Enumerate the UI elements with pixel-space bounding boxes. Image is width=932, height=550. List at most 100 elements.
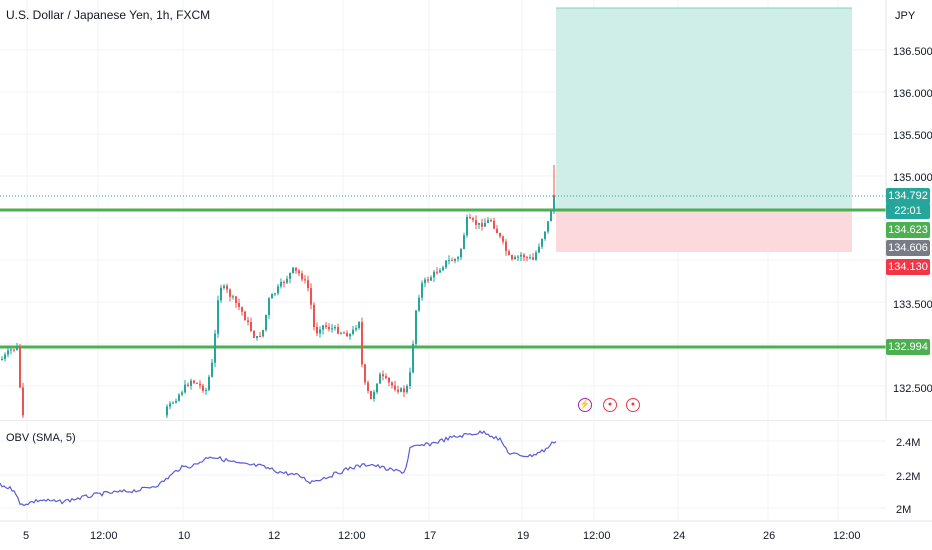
candle-body: [331, 328, 333, 330]
osc-tick: 2M: [896, 504, 911, 516]
candle-body: [349, 334, 351, 337]
stop-price-tag: 134.130: [886, 259, 930, 275]
candle-body: [295, 267, 297, 271]
candle-body: [271, 294, 273, 299]
candle-body: [277, 286, 279, 294]
candle-body: [475, 220, 477, 225]
price-tick: 135.500: [893, 130, 932, 142]
time-tick: 17: [424, 530, 436, 542]
candle-body: [259, 336, 261, 338]
candle-body: [400, 388, 402, 392]
candle-body: [454, 259, 456, 261]
dot-icon[interactable]: ●: [603, 398, 617, 412]
candle-body: [289, 272, 291, 279]
candle-body: [466, 217, 468, 236]
candlestick-series: [1, 165, 555, 418]
candle-body: [376, 383, 378, 393]
candle-body: [205, 389, 207, 391]
candle-body: [7, 350, 9, 355]
candle-body: [448, 260, 450, 262]
lightning-icon[interactable]: ⚡: [578, 398, 592, 412]
candle-body: [175, 400, 177, 403]
candle-body: [235, 296, 237, 303]
candle-body: [223, 285, 225, 288]
stop-zone[interactable]: [556, 210, 852, 252]
candle-body: [241, 307, 243, 312]
candle-body: [538, 246, 540, 253]
candle-body: [178, 394, 180, 401]
candle-body: [208, 376, 210, 390]
candle-body: [358, 321, 360, 329]
dot-icon[interactable]: ●: [626, 398, 640, 412]
candle-body: [505, 241, 507, 252]
candle-body: [511, 255, 513, 260]
candle-body: [319, 329, 321, 334]
candle-body: [190, 380, 192, 386]
candle-body: [355, 328, 357, 330]
candle-body: [481, 223, 483, 227]
target-zone[interactable]: [556, 8, 852, 210]
candle-body: [229, 289, 231, 297]
candle-body: [346, 332, 348, 337]
time-tick: 12:00: [583, 530, 611, 542]
candle-body: [301, 273, 303, 280]
price-tick: 135.000: [893, 172, 932, 184]
candle-body: [262, 329, 264, 337]
candle-body: [421, 283, 423, 298]
candle-body: [316, 326, 318, 334]
candle-body: [16, 346, 18, 350]
price-tick: 136.500: [893, 46, 932, 58]
candle-body: [406, 385, 408, 393]
candle-body: [313, 304, 315, 327]
candle-body: [247, 320, 249, 322]
obv-title: OBV (SMA, 5): [6, 432, 76, 444]
candle-body: [445, 260, 447, 268]
time-tick: 10: [178, 530, 190, 542]
mid-price-tag: 134.606: [886, 240, 930, 256]
candle-body: [412, 343, 414, 373]
support-price-tag: 132.994: [886, 339, 930, 355]
candle-body: [253, 330, 255, 338]
candle-body: [310, 288, 312, 305]
price-tick: 133.500: [893, 299, 932, 311]
last-price-tag: 134.792: [886, 188, 930, 204]
time-tick: 12: [268, 530, 280, 542]
candle-body: [535, 252, 537, 260]
candle-body: [232, 296, 234, 298]
candle-body: [292, 267, 294, 273]
candle-body: [514, 256, 516, 260]
symbol-title[interactable]: U.S. Dollar / Japanese Yen, 1h, FXCM: [6, 8, 211, 22]
candle-body: [469, 217, 471, 219]
candle-body: [424, 279, 426, 284]
candle-body: [436, 271, 438, 273]
time-tick: 12:00: [90, 530, 118, 542]
candle-body: [361, 321, 363, 365]
candle-body: [433, 271, 435, 278]
currency-label: JPY: [895, 10, 916, 22]
candle-body: [520, 254, 522, 257]
candle-body: [217, 300, 219, 334]
candle-body: [4, 354, 6, 359]
time-tick: 5: [23, 530, 29, 542]
candle-body: [226, 285, 228, 290]
candle-body: [283, 282, 285, 284]
candle-body: [352, 329, 354, 335]
price-chart[interactable]: JPY 136.500 136.000 135.500 135.000 133.…: [0, 0, 932, 420]
candle-body: [304, 279, 306, 281]
time-tick: 12:00: [833, 530, 861, 542]
candle-body: [325, 325, 327, 327]
candle-body: [265, 314, 267, 330]
candle-body: [394, 385, 396, 390]
candle-body: [373, 392, 375, 399]
candle-body: [451, 260, 453, 262]
candle-body: [490, 220, 492, 222]
candle-body: [403, 388, 405, 393]
candle-body: [460, 248, 462, 258]
price-tick: 136.000: [893, 88, 932, 100]
candle-body: [379, 374, 381, 384]
price-tick: 132.500: [893, 383, 932, 395]
obv-chart[interactable]: 2.4M 2.2M 2M 5 12:00 10 12 12:00 17 19 1…: [0, 420, 932, 550]
candle-body: [415, 310, 417, 344]
candle-body: [202, 385, 204, 391]
candle-body: [172, 402, 174, 404]
